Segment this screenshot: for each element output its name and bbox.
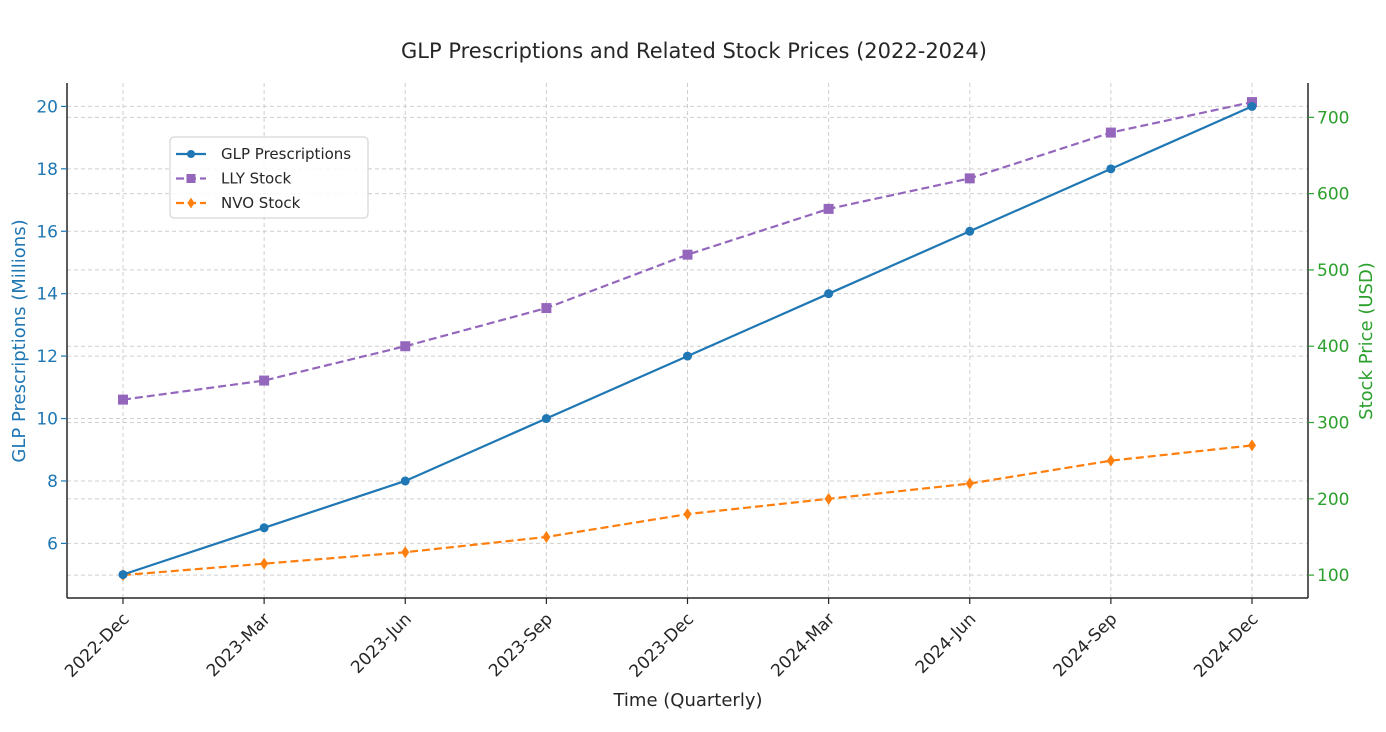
legend-label-lly-stock: LLY Stock [221, 170, 291, 188]
y-tick-label-right: 200 [1317, 490, 1349, 510]
data-point-nvo-stock [683, 508, 692, 521]
series-line-lly-stock [122, 100, 1253, 401]
y-tick-label-left: 8 [47, 472, 58, 492]
data-point-lly-stock [682, 249, 693, 260]
x-tick-label: 2023-Sep [485, 609, 557, 681]
y-tick-label-right: 400 [1317, 337, 1349, 357]
legend-label-glp-prescriptions: GLP Prescriptions [221, 145, 351, 163]
legend-box [169, 136, 369, 219]
y-tick-label-left: 6 [47, 534, 58, 554]
data-point-glp-prescriptions [965, 226, 975, 236]
data-point-nvo-stock [1248, 439, 1256, 452]
legend-label-nvo-stock: NVO Stock [221, 194, 301, 212]
x-tick-label: 2022-Dec [61, 609, 133, 681]
data-point-lly-stock [823, 203, 834, 214]
x-tick-label: 2024-Mar [767, 609, 839, 681]
data-point-glp-prescriptions [541, 414, 551, 424]
chart-title: GLP Prescriptions and Related Stock Pric… [401, 39, 987, 63]
data-point-glp-prescriptions [259, 523, 269, 533]
data-point-lly-stock [118, 394, 128, 405]
data-point-glp-prescriptions [400, 476, 410, 486]
y-axis-label-right: Stock Price (USD) [1356, 262, 1377, 420]
data-point-lly-stock [541, 303, 552, 314]
y-tick-label-right: 600 [1317, 185, 1349, 205]
data-point-nvo-stock [824, 492, 833, 505]
series-glp-prescriptions [118, 101, 1257, 580]
series-lly-stock [118, 97, 1257, 405]
y-tick-label-right: 500 [1317, 261, 1349, 281]
data-point-lly-stock [400, 341, 411, 352]
data-point-glp-prescriptions [824, 289, 834, 299]
data-point-nvo-stock [401, 546, 410, 559]
y-tick-label-left: 20 [36, 97, 58, 117]
y-tick-label-left: 12 [36, 347, 58, 367]
y-tick-label-right: 100 [1317, 566, 1349, 586]
data-point-glp-prescriptions [683, 351, 692, 361]
data-point-nvo-stock [965, 477, 974, 490]
legend-marker-glp-prescriptions [186, 149, 196, 159]
data-point-nvo-stock [260, 557, 269, 570]
y-tick-label-left: 16 [36, 222, 58, 242]
legend-marker-lly-stock [186, 174, 196, 183]
y-tick-label-right: 700 [1317, 108, 1349, 128]
x-tick-label: 2023-Jun [347, 609, 416, 678]
y-tick-label-left: 14 [36, 285, 58, 305]
y-axis-label-left: GLP Prescriptions (Millions) [9, 219, 30, 462]
legend: GLP Prescriptions LLY Stock NVO Stock [169, 136, 369, 219]
x-tick-label: 2023-Dec [626, 609, 698, 681]
grid [67, 83, 1308, 598]
data-point-lly-stock [964, 173, 975, 184]
data-point-glp-prescriptions [1106, 164, 1116, 174]
data-point-nvo-stock [1106, 454, 1115, 467]
legend-marker-nvo-stock [187, 197, 195, 209]
series-nvo-stock [119, 439, 1256, 582]
x-axis-label: Time (Quarterly) [612, 690, 762, 711]
data-point-glp-prescriptions [1247, 101, 1257, 111]
x-tick-label: 2024-Sep [1050, 609, 1122, 681]
x-tick-label: 2024-Jun [912, 609, 981, 678]
series-layer [118, 97, 1257, 582]
data-point-lly-stock [259, 375, 270, 386]
data-point-glp-prescriptions [118, 570, 128, 580]
data-point-nvo-stock [542, 530, 551, 543]
y-tick-label-left: 10 [36, 410, 58, 430]
data-point-lly-stock [1105, 127, 1116, 138]
y-tick-label-right: 300 [1317, 414, 1349, 434]
x-tick-label: 2024-Dec [1190, 609, 1262, 681]
x-tick-label: 2023-Mar [203, 609, 275, 681]
y-tick-label-left: 18 [36, 160, 58, 180]
